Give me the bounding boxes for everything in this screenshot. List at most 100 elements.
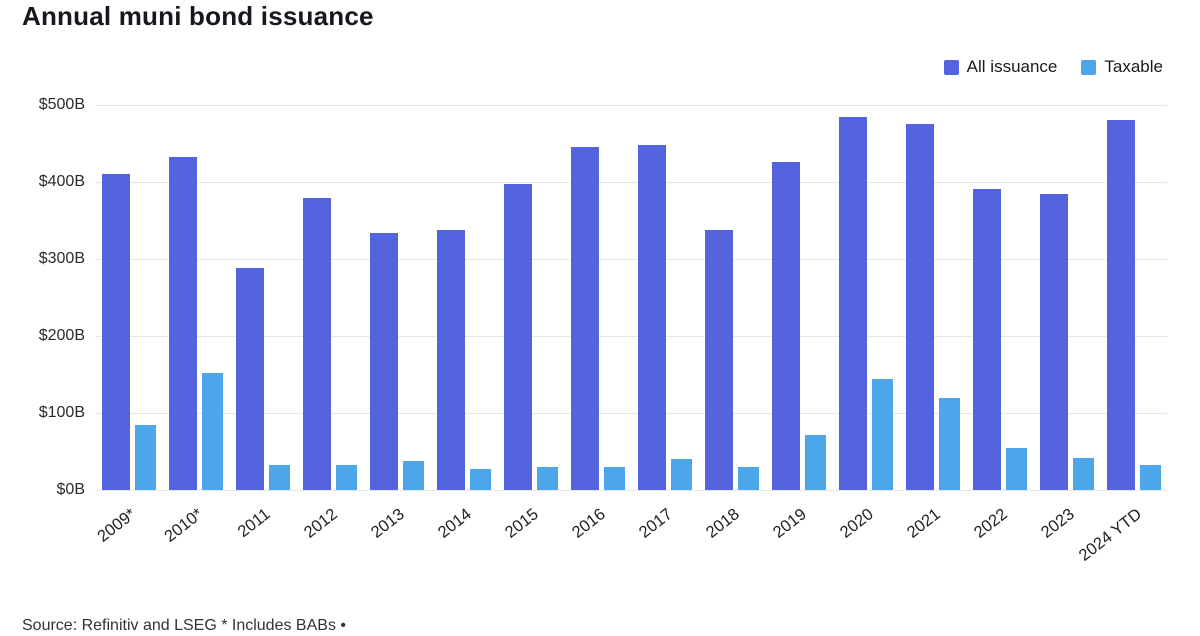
x-tick-label-2019: 2019 (769, 505, 810, 542)
legend-item-taxable: Taxable (1081, 57, 1163, 77)
legend: All issuance Taxable (943, 57, 1163, 77)
legend-label-all-issuance: All issuance (966, 57, 1058, 76)
x-tick-cell: 2016 (564, 491, 631, 586)
bar-group-2010- (162, 105, 229, 490)
y-tick-label-400: $400B (38, 173, 85, 190)
bar-all-issuance-2024-YTD (1106, 120, 1135, 490)
bar-all-issuance-2022 (972, 188, 1001, 490)
x-tick-label-2010-: 2010* (161, 505, 207, 546)
bar-group-2024-YTD (1100, 105, 1167, 490)
x-tick-label-2011: 2011 (234, 505, 274, 542)
bar-all-issuance-2012 (302, 198, 331, 490)
x-tick-cell: 2020 (832, 491, 899, 586)
gridline-100 (95, 413, 1167, 414)
x-tick-cell: 2024 YTD (1075, 491, 1167, 586)
legend-item-all-issuance: All issuance (943, 57, 1058, 77)
x-tick-cell: 2013 (363, 491, 430, 586)
bar-taxable-2020 (871, 379, 893, 490)
bar-groups (95, 105, 1167, 490)
bar-taxable-2009- (134, 424, 156, 490)
bar-taxable-2013 (402, 460, 424, 490)
bar-taxable-2011 (268, 465, 290, 490)
y-tick-label-300: $300B (38, 250, 85, 267)
bar-group-2023 (1033, 105, 1100, 490)
bar-group-2016 (564, 105, 631, 490)
x-tick-label-2021: 2021 (903, 505, 944, 542)
bar-group-2015 (497, 105, 564, 490)
y-tick-label-0: $0B (56, 481, 85, 498)
bar-all-issuance-2014 (436, 229, 465, 490)
bar-all-issuance-2020 (838, 117, 867, 490)
x-tick-label-2009-: 2009* (94, 505, 140, 546)
bar-group-2009- (95, 105, 162, 490)
bar-all-issuance-2013 (369, 232, 398, 490)
x-tick-cell: 2019 (765, 491, 832, 586)
bar-all-issuance-2017 (637, 145, 666, 490)
bar-all-issuance-2009- (101, 174, 130, 490)
x-tick-label-2013: 2013 (367, 505, 408, 542)
bar-taxable-2019 (804, 434, 826, 490)
bar-all-issuance-2018 (704, 229, 733, 490)
bar-all-issuance-2010- (168, 156, 197, 490)
y-tick-label-500: $500B (38, 96, 85, 113)
bar-taxable-2014 (469, 469, 491, 490)
x-tick-label-2012: 2012 (300, 505, 341, 542)
x-axis: 2009* 2010* 2011 2012 2013 2014 2015 2016 2017 20… (95, 491, 1167, 586)
x-tick-cell: 2015 (497, 491, 564, 586)
bar-all-issuance-2019 (771, 162, 800, 490)
x-tick-label-2017: 2017 (635, 505, 676, 542)
bar-all-issuance-2016 (570, 147, 599, 490)
bar-group-2014 (430, 105, 497, 490)
bar-all-issuance-2015 (503, 183, 532, 490)
gridline-0 (95, 490, 1167, 491)
gridline-500 (95, 105, 1167, 106)
bar-all-issuance-2011 (235, 268, 264, 490)
bar-group-2019 (765, 105, 832, 490)
bar-taxable-2018 (737, 466, 759, 490)
x-tick-label-2018: 2018 (702, 505, 743, 542)
x-tick-label-2015: 2015 (501, 505, 542, 542)
plot-area (95, 105, 1167, 491)
x-tick-label-2022: 2022 (970, 505, 1011, 542)
x-tick-cell: 2017 (631, 491, 698, 586)
bar-taxable-2012 (335, 464, 357, 490)
gridline-200 (95, 336, 1167, 337)
bar-group-2011 (229, 105, 296, 490)
x-tick-label-2014: 2014 (434, 505, 475, 542)
chart-title: Annual muni bond issuance (22, 1, 374, 31)
y-tick-label-200: $200B (38, 327, 85, 344)
bar-taxable-2023 (1072, 458, 1094, 490)
x-tick-cell: 2021 (899, 491, 966, 586)
x-tick-cell: 2018 (698, 491, 765, 586)
legend-label-taxable: Taxable (1104, 57, 1163, 76)
x-tick-cell: 2010* (162, 491, 229, 586)
x-tick-label-2023: 2023 (1037, 505, 1078, 542)
y-axis: $0B $100B $200B $300B $400B $500B (0, 96, 85, 498)
x-tick-cell: 2011 (229, 491, 296, 586)
bar-group-2012 (296, 105, 363, 490)
gridline-300 (95, 259, 1167, 260)
x-tick-cell: 2022 (966, 491, 1033, 586)
bar-taxable-2022 (1005, 447, 1027, 490)
x-tick-cell: 2014 (430, 491, 497, 586)
x-tick-cell: 2009* (95, 491, 162, 586)
source-note: Source: Refinitiv and LSEG * Includes BA… (22, 617, 346, 634)
gridline-400 (95, 182, 1167, 183)
bar-group-2022 (966, 105, 1033, 490)
bar-taxable-2017 (670, 459, 692, 490)
bar-group-2020 (832, 105, 899, 490)
x-tick-label-2020: 2020 (836, 505, 877, 542)
bar-group-2021 (899, 105, 966, 490)
bar-taxable-2015 (536, 466, 558, 490)
bar-group-2013 (363, 105, 430, 490)
bar-all-issuance-2023 (1039, 194, 1068, 490)
bar-group-2017 (631, 105, 698, 490)
bar-group-2018 (698, 105, 765, 490)
bar-taxable-2024-YTD (1139, 464, 1161, 490)
x-tick-label-2016: 2016 (568, 505, 609, 542)
bar-all-issuance-2021 (905, 124, 934, 490)
taxable-swatch-icon (1081, 59, 1097, 75)
bar-taxable-2016 (603, 466, 625, 490)
bar-taxable-2021 (938, 398, 960, 490)
all-issuance-swatch-icon (943, 59, 959, 75)
